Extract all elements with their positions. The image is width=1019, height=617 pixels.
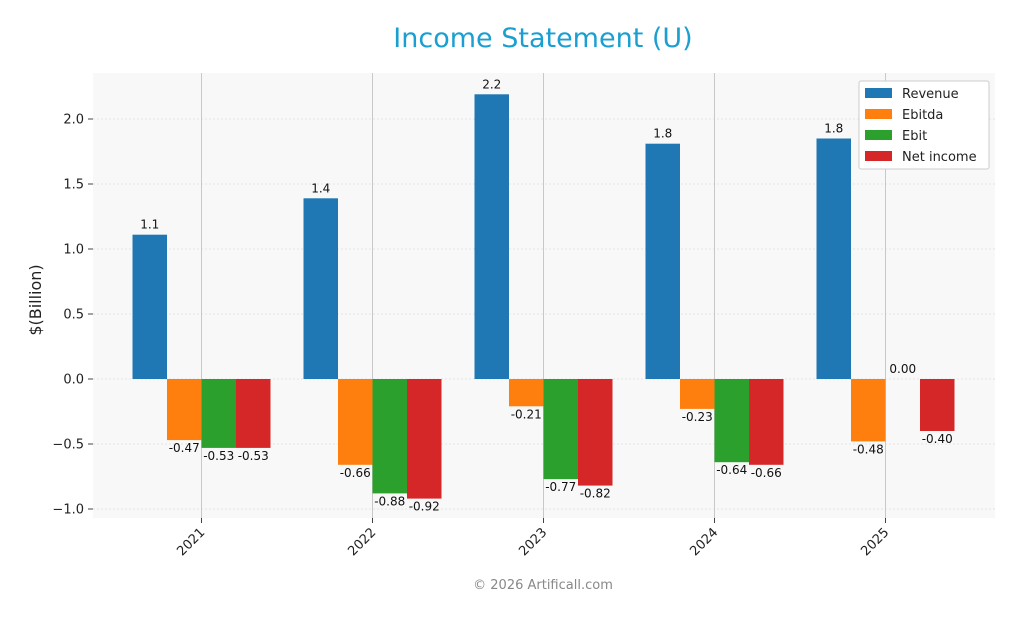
data-label: -0.21	[511, 407, 542, 421]
bar-net-income	[749, 379, 784, 465]
bar-net-income	[407, 379, 442, 499]
bar-revenue	[303, 198, 338, 379]
data-label: -0.53	[238, 449, 269, 463]
y-tick-label: −0.5	[52, 438, 84, 453]
data-label: 0.00	[889, 362, 916, 376]
y-tick-label: 0.0	[63, 373, 84, 388]
data-label: -0.66	[751, 466, 782, 480]
bar-ebit	[714, 379, 749, 463]
bar-revenue	[132, 234, 167, 379]
data-label: -0.88	[374, 494, 405, 508]
bar-revenue	[816, 138, 851, 379]
bar-ebitda	[509, 379, 544, 407]
data-label: 1.4	[311, 181, 330, 195]
x-tick-label: 2023	[516, 525, 550, 559]
data-label: -0.77	[545, 480, 576, 494]
x-tick-label: 2022	[345, 525, 379, 559]
data-label: -0.40	[922, 432, 953, 446]
legend-label: Ebit	[902, 129, 927, 144]
bar-ebitda	[338, 379, 373, 465]
bar-ebitda	[680, 379, 715, 409]
y-axis-label: $(Billion)	[26, 264, 45, 335]
chart-title: Income Statement (U)	[393, 23, 692, 54]
y-tick-label: 1.5	[63, 178, 84, 193]
y-axis: 2.0 1.5 1.0 0.5 0.0 −0.5 −1.0	[52, 113, 93, 518]
legend-swatch	[865, 151, 892, 161]
legend-label: Net income	[902, 150, 977, 165]
x-tick-label: 2024	[687, 525, 721, 559]
data-label: -0.82	[580, 487, 611, 501]
bar-ebit	[372, 379, 407, 494]
bar-net-income	[236, 379, 271, 448]
legend-label: Revenue	[902, 87, 959, 102]
bar-net-income	[920, 379, 955, 431]
legend-swatch	[865, 109, 892, 119]
legend-swatch	[865, 88, 892, 98]
bar-ebitda	[851, 379, 886, 442]
data-label: -0.53	[203, 449, 234, 463]
bar-revenue	[645, 143, 680, 379]
legend-label: Ebitda	[902, 108, 943, 123]
bars-group	[132, 94, 955, 499]
bar-ebitda	[167, 379, 202, 441]
data-label: 1.8	[824, 122, 843, 136]
data-label: 2.2	[482, 77, 501, 91]
bar-ebit	[543, 379, 578, 480]
data-label: 1.1	[140, 218, 159, 232]
data-label: -0.47	[169, 441, 200, 455]
data-label: -0.48	[853, 442, 884, 456]
footer-copyright: © 2026 Artificall.com	[473, 578, 613, 593]
legend: Revenue Ebitda Ebit Net income	[858, 80, 990, 170]
x-tick-label: 2025	[858, 525, 892, 559]
y-tick-label: 0.5	[63, 308, 84, 323]
bar-ebit	[201, 379, 236, 448]
bar-revenue	[474, 94, 509, 380]
y-tick-label: 1.0	[63, 243, 84, 258]
data-label: -0.66	[340, 466, 371, 480]
legend-box	[858, 80, 990, 170]
y-tick-label: −1.0	[52, 503, 84, 518]
data-labels-group: 1.1 1.4 2.2 1.8 1.8 -0.47 -0.66 -0.21 -0.23 -0.48…	[140, 77, 953, 513]
data-label: -0.92	[409, 500, 440, 514]
data-label: 1.8	[653, 127, 672, 141]
data-label: -0.23	[682, 410, 713, 424]
bar-net-income	[578, 379, 613, 486]
y-tick-label: 2.0	[63, 113, 84, 128]
x-axis: 2021 2022 2023 2024 2025	[174, 518, 892, 559]
data-label: -0.64	[716, 463, 747, 477]
x-tick-label: 2021	[174, 525, 208, 559]
legend-swatch	[865, 130, 892, 140]
